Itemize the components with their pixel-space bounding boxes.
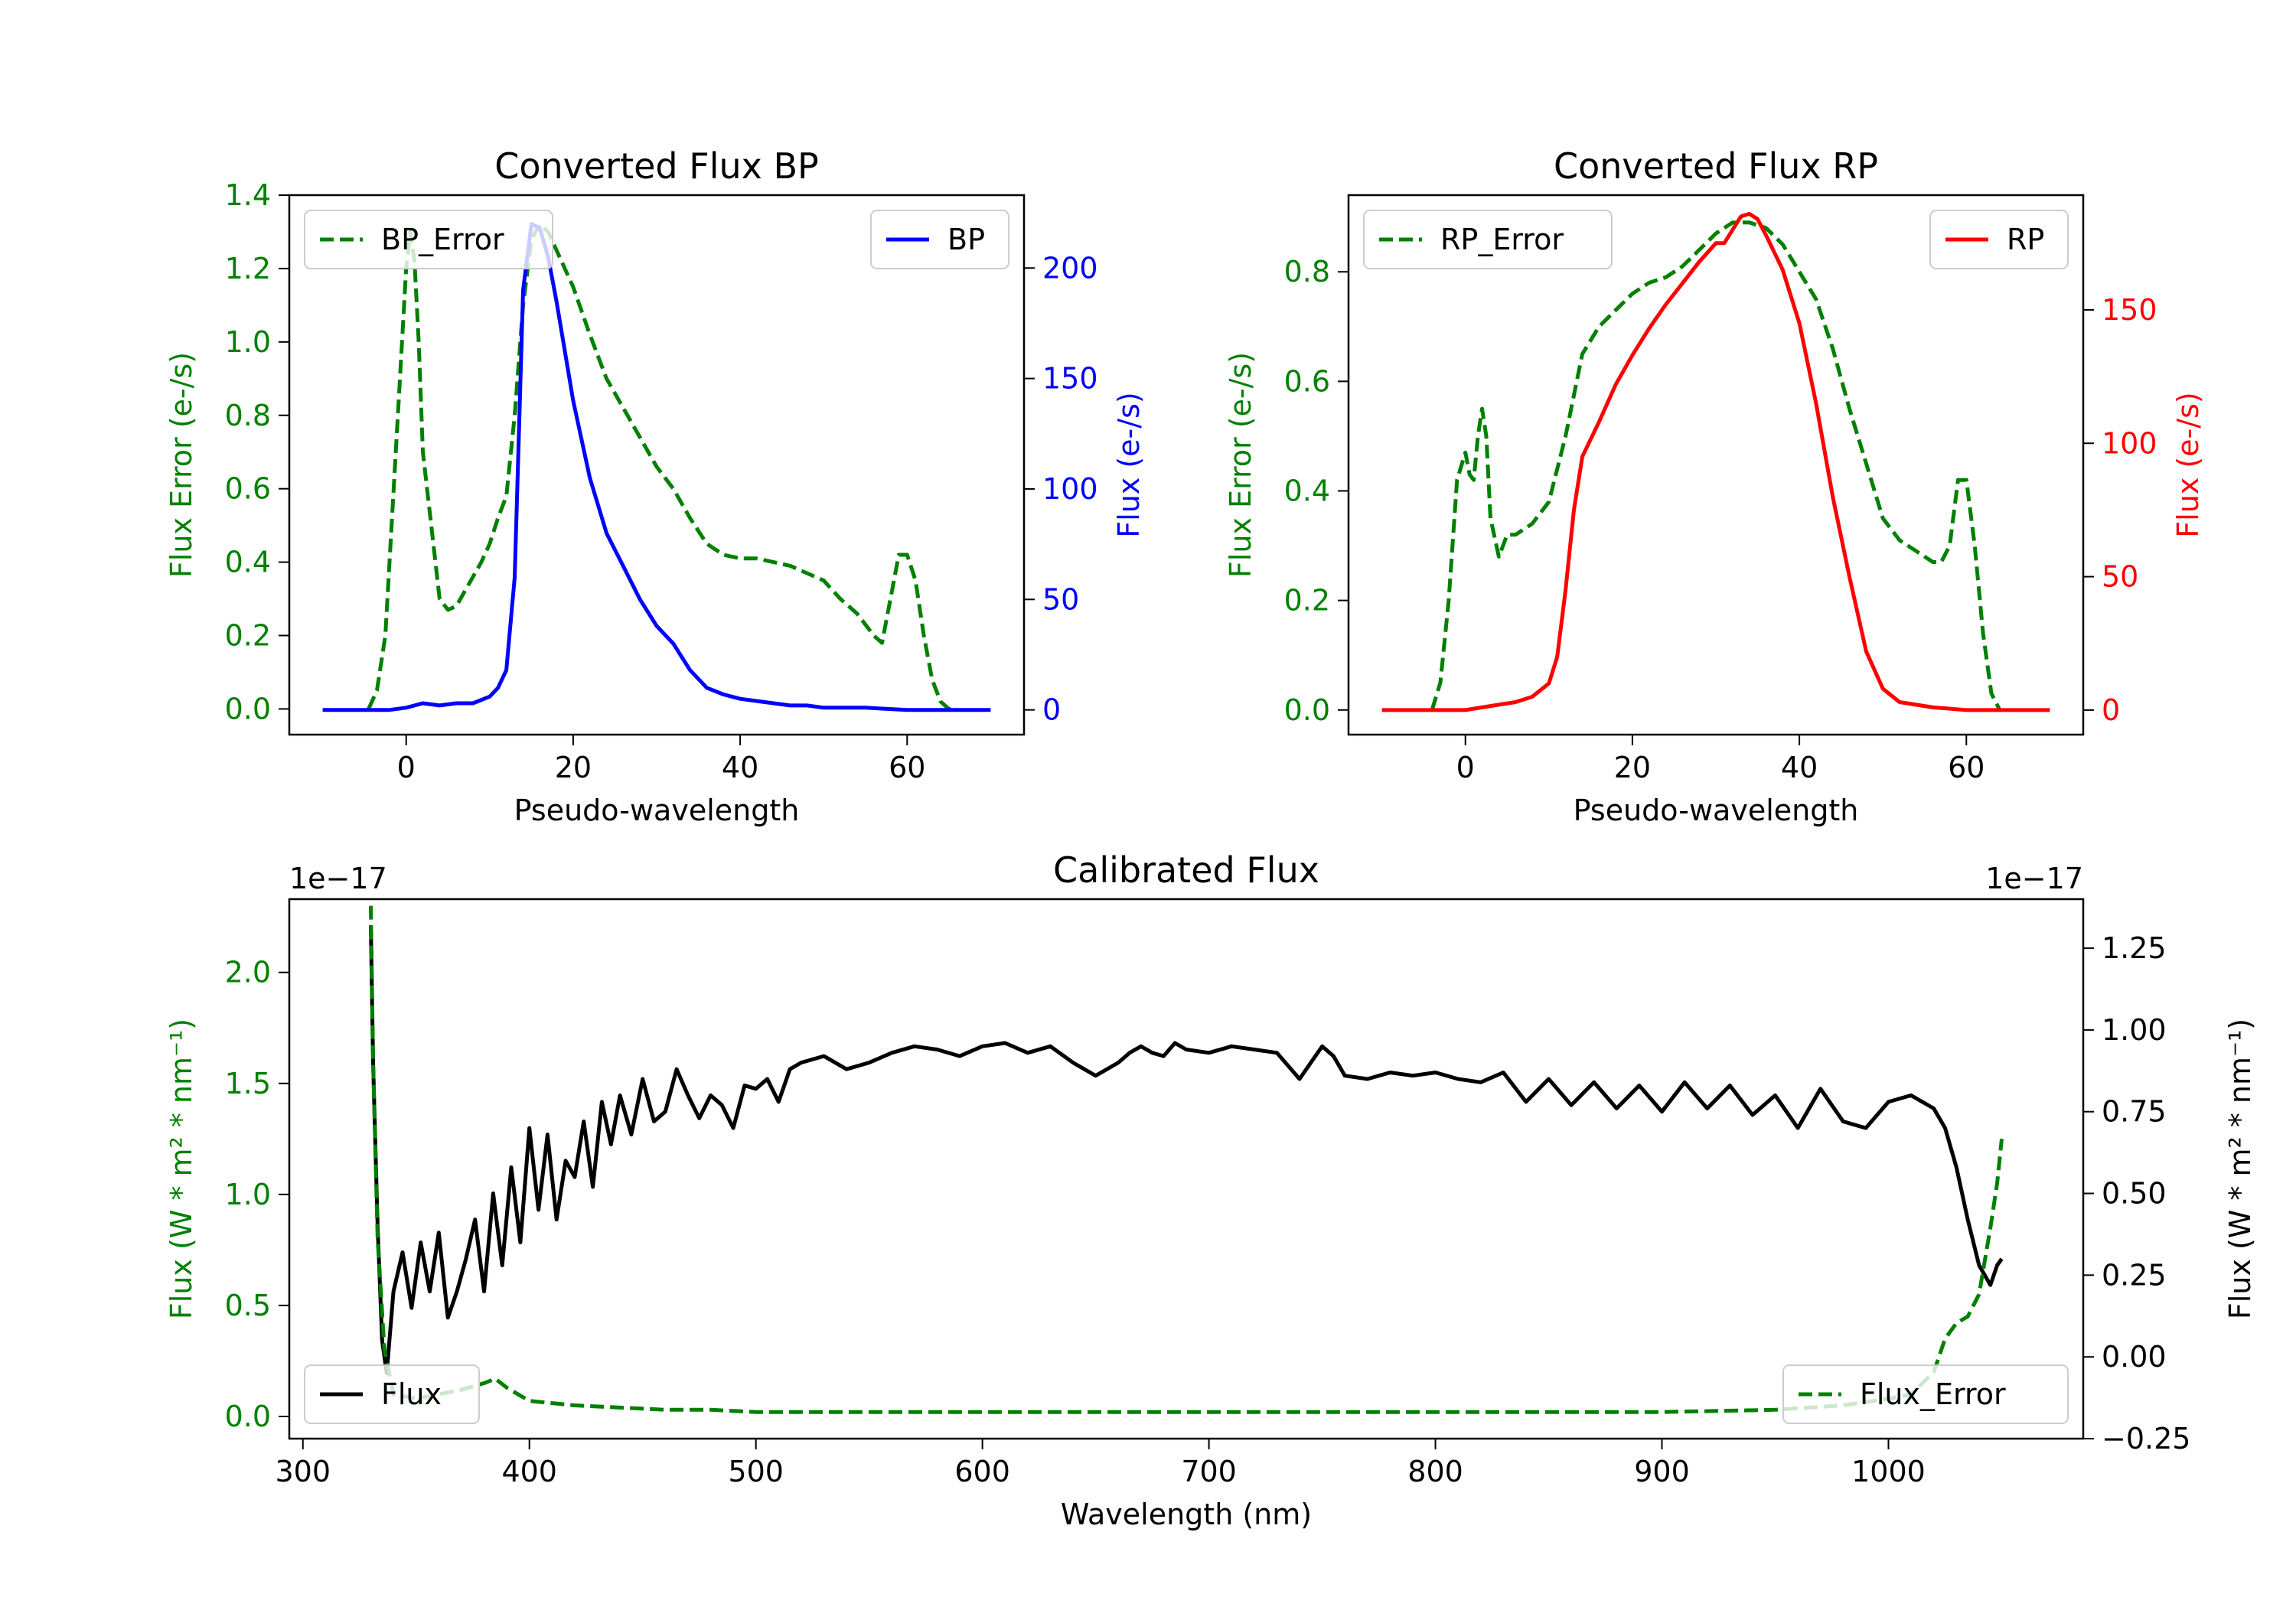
- calibrated-left-y-tick-label: 1.0: [225, 1178, 271, 1211]
- calibrated-right-offset-label: 1e−17: [1985, 862, 2083, 895]
- calibrated-x-tick-label: 900: [1634, 1455, 1690, 1488]
- rp-left-y-tick-label: 0.4: [1284, 474, 1330, 507]
- bp-right-axis-label: Flux (e-/s): [1112, 392, 1146, 537]
- calibrated-series-flux-line: [369, 925, 2004, 1375]
- legend-box: [304, 1364, 480, 1424]
- calibrated-x-tick-label: 600: [954, 1455, 1010, 1488]
- bp-left-y-tick-label: 0.0: [225, 692, 271, 725]
- rp-chart-title: Converted Flux RP: [1554, 145, 1878, 187]
- calibrated-chart-panel: Calibrated Flux Wavelength (nm) Flux (W …: [165, 849, 2257, 1531]
- bp-left-y-tick-label: 1.0: [225, 325, 271, 359]
- legend-box: [304, 210, 553, 269]
- rp-x-axis-label: Pseudo-wavelength: [1574, 794, 1859, 827]
- calibrated-right-y-tick-label: −0.25: [2102, 1422, 2190, 1455]
- calibrated-right-y-tick-label: 0.00: [2102, 1340, 2167, 1374]
- calibrated-x-tick-label: 700: [1181, 1455, 1237, 1488]
- bp-flux-legend: BP: [870, 210, 1009, 269]
- calibrated-left-y-tick-label: 0.5: [225, 1289, 271, 1322]
- calibrated-x-tick-label: 500: [728, 1455, 784, 1488]
- bp-left-y-tick-label: 0.2: [225, 619, 271, 653]
- rp-left-y-tick-label: 0.2: [1284, 584, 1330, 618]
- calibrated-left-y-tick-label: 1.5: [225, 1067, 271, 1100]
- calibrated-right-y-tick-label: 1.00: [2102, 1013, 2167, 1047]
- calibrated-right-y-tick-label: 0.75: [2102, 1095, 2167, 1129]
- bp-x-tick-label: 20: [555, 751, 592, 784]
- calibrated-left-axis-label: Flux (W * m² * nm⁻¹): [165, 1019, 198, 1319]
- rp-right-axis-label: Flux (e-/s): [2171, 392, 2205, 537]
- bp-x-tick-label: 0: [397, 751, 416, 784]
- legend-box: [1363, 210, 1613, 269]
- flux-legend-label: Flux: [381, 1377, 442, 1411]
- bp-series-bp-error-line: [367, 222, 957, 711]
- rp-axes-frame: [1347, 194, 2085, 736]
- bp-chart-panel: Converted Flux BP Pseudo-wavelength Flux…: [165, 145, 1146, 827]
- bp-error-legend: BP_Error: [304, 210, 553, 269]
- bp-series-bp-line: [322, 222, 991, 712]
- calibrated-chart-title: Calibrated Flux: [1053, 849, 1319, 891]
- bp-error-legend-label: BP_Error: [381, 223, 504, 256]
- bp-x-tick-label: 40: [722, 751, 758, 784]
- calibrated-left-offset-label: 1e−17: [289, 862, 387, 895]
- rp-x-tick-label: 20: [1614, 751, 1651, 784]
- bp-x-tick-label: 60: [889, 751, 925, 784]
- calibrated-x-axis-label: Wavelength (nm): [1061, 1498, 1312, 1531]
- bp-flux-legend-label: BP: [947, 223, 985, 256]
- calibrated-x-tick-label: 1000: [1851, 1455, 1926, 1488]
- bp-chart-title: Converted Flux BP: [494, 145, 819, 187]
- rp-error-legend-label: RP_Error: [1440, 223, 1564, 256]
- calibrated-right-y-tick-label: 1.25: [2102, 931, 2167, 965]
- bp-right-y-tick-label: 100: [1042, 472, 1098, 506]
- bp-right-y-tick-label: 200: [1042, 251, 1098, 285]
- calibrated-plot-marks: 300 400 500 600 700 800 900 1000 0.0 0.5 1.0 1.5 2.0…: [225, 898, 2190, 1488]
- rp-flux-legend-label: RP: [2007, 223, 2044, 256]
- rp-x-tick-label: 60: [1948, 751, 1985, 784]
- calibrated-left-y-tick-label: 0.0: [225, 1400, 271, 1433]
- bp-left-y-tick-label: 0.4: [225, 546, 271, 579]
- rp-x-tick-label: 40: [1781, 751, 1818, 784]
- bp-left-axis-label: Flux Error (e-/s): [165, 352, 198, 578]
- legend-box: [1782, 1364, 2069, 1424]
- calibrated-x-tick-label: 300: [275, 1455, 331, 1488]
- bp-plot-marks: 0 20 40 60 0.0 0.2 0.4 0.6 0.8 1.0 1.2 1.4 0 50 100 150…: [225, 178, 1098, 784]
- rp-flux-legend: RP: [1929, 210, 2069, 269]
- flux-error-legend: Flux_Error: [1782, 1364, 2069, 1424]
- bp-left-y-tick-label: 1.4: [225, 178, 271, 212]
- rp-left-axis-label: Flux Error (e-/s): [1224, 352, 1257, 578]
- calibrated-left-y-tick-label: 2.0: [225, 956, 271, 989]
- rp-right-y-tick-label: 100: [2102, 426, 2157, 460]
- bp-right-y-tick-label: 50: [1042, 582, 1079, 616]
- rp-left-y-tick-label: 0.6: [1284, 364, 1330, 398]
- rp-chart-panel: Converted Flux RP Pseudo-wavelength Flux…: [1224, 145, 2205, 827]
- calibrated-right-axis-label: Flux (W * m² * nm⁻¹): [2223, 1019, 2257, 1319]
- calibrated-right-y-tick-label: 0.25: [2102, 1258, 2167, 1292]
- bp-axes-frame: [288, 194, 1026, 736]
- rp-right-y-tick-label: 0: [2102, 693, 2120, 727]
- bp-left-y-tick-label: 0.8: [225, 399, 271, 432]
- bp-right-y-tick-label: 0: [1042, 693, 1061, 727]
- bp-left-y-tick-label: 0.6: [225, 472, 271, 506]
- calibrated-x-tick-label: 400: [501, 1455, 557, 1488]
- rp-left-y-tick-label: 0.8: [1284, 255, 1330, 288]
- flux-error-legend-label: Flux_Error: [1860, 1377, 2006, 1411]
- calibrated-x-tick-label: 800: [1407, 1455, 1463, 1488]
- flux-legend: Flux: [304, 1364, 480, 1424]
- rp-plot-marks: 0 20 40 60 0.0 0.2 0.4 0.6 0.8 0 50 100 150: [1284, 194, 2157, 784]
- bp-left-y-tick-label: 1.2: [225, 252, 271, 285]
- rp-series-rp-line: [1381, 211, 2050, 712]
- rp-x-tick-label: 0: [1456, 751, 1475, 784]
- bp-right-y-tick-label: 150: [1042, 362, 1098, 396]
- legend-box: [1929, 210, 2069, 269]
- rp-right-y-tick-label: 150: [2102, 293, 2157, 327]
- bp-x-axis-label: Pseudo-wavelength: [514, 794, 800, 827]
- rp-left-y-tick-label: 0.0: [1284, 693, 1330, 727]
- legend-box: [870, 210, 1009, 269]
- calibrated-right-y-tick-label: 0.50: [2102, 1177, 2167, 1211]
- rp-error-legend: RP_Error: [1363, 210, 1613, 269]
- calibrated-axes-frame: [288, 898, 2085, 1440]
- rp-right-y-tick-label: 50: [2102, 560, 2138, 594]
- rp-series-rp-error-line: [1430, 220, 2002, 711]
